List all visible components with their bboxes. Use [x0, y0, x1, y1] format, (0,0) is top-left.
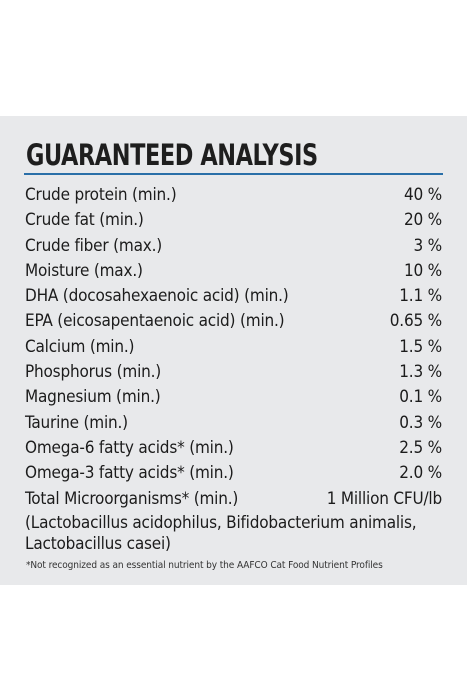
nutrient-value: 20 % — [403, 210, 442, 231]
nutrient-label: Total Microorganisms* (min.) — [25, 488, 239, 509]
analysis-row: Taurine (min.) 0.3 % — [25, 411, 442, 436]
nutrient-label: Magnesium (min.) — [25, 387, 161, 408]
analysis-row: Magnesium (min.) 0.1 % — [25, 385, 442, 410]
nutrient-label: Calcium (min.) — [25, 336, 135, 357]
analysis-row: Crude fat (min.) 20 % — [25, 208, 442, 233]
analysis-row: EPA (eicosapentaenoic acid) (min.) 0.65 … — [25, 309, 442, 334]
analysis-row: DHA (docosahexaenoic acid) (min.) 1.1 % — [25, 284, 442, 309]
nutrient-label: Moisture (max.) — [25, 260, 143, 281]
analysis-row: Crude protein (min.) 40 % — [25, 183, 442, 208]
nutrient-label: Phosphorus (min.) — [25, 362, 162, 383]
analysis-table: Crude protein (min.) 40 % Crude fat (min… — [25, 183, 442, 512]
nutrient-label: Crude fat (min.) — [25, 210, 144, 231]
nutrient-value: 1 Million CFU/lb — [326, 488, 442, 509]
nutrient-value: 1.3 % — [399, 362, 442, 383]
analysis-row: Total Microorganisms* (min.) 1 Million C… — [25, 487, 442, 512]
nutrient-label: Omega-3 fatty acids* (min.) — [25, 463, 234, 484]
section-heading: GUARANTEED ANALYSIS — [26, 138, 318, 172]
nutrient-value: 0.3 % — [399, 412, 442, 433]
analysis-row: Omega-6 fatty acids* (min.) 2.5 % — [25, 436, 442, 461]
footnote: *Not recognized as an essential nutrient… — [26, 560, 383, 571]
nutrient-label: Crude protein (min.) — [25, 185, 177, 205]
nutrient-label: Taurine (min.) — [25, 412, 128, 433]
analysis-row: Crude fiber (max.) 3 % — [25, 234, 442, 259]
analysis-row: Calcium (min.) 1.5 % — [25, 335, 442, 360]
nutrient-value: 3 % — [413, 235, 442, 256]
nutrient-value: 1.1 % — [399, 286, 442, 307]
analysis-row: Phosphorus (min.) 1.3 % — [25, 360, 442, 385]
nutrient-label: DHA (docosahexaenoic acid) (min.) — [25, 286, 289, 307]
nutrient-label: Crude fiber (max.) — [25, 235, 163, 256]
nutrient-label: Omega-6 fatty acids* (min.) — [25, 437, 234, 458]
nutrient-value: 40 % — [403, 185, 442, 205]
analysis-row: Omega-3 fatty acids* (min.) 2.0 % — [25, 461, 442, 486]
nutrient-value: 0.1 % — [399, 387, 442, 408]
nutrient-value: 1.5 % — [399, 336, 442, 357]
nutrient-label: EPA (eicosapentaenoic acid) (min.) — [25, 311, 285, 332]
guaranteed-analysis-panel: GUARANTEED ANALYSIS Crude protein (min.)… — [0, 116, 467, 585]
microorganisms-note: (Lactobacillus acidophilus, Bifidobacter… — [25, 513, 417, 554]
nutrient-value: 10 % — [403, 260, 442, 281]
heading-underline — [24, 173, 443, 175]
nutrient-value: 0.65 % — [389, 311, 442, 332]
nutrient-value: 2.5 % — [399, 437, 442, 458]
analysis-row: Moisture (max.) 10 % — [25, 259, 442, 284]
nutrient-value: 2.0 % — [399, 463, 442, 484]
